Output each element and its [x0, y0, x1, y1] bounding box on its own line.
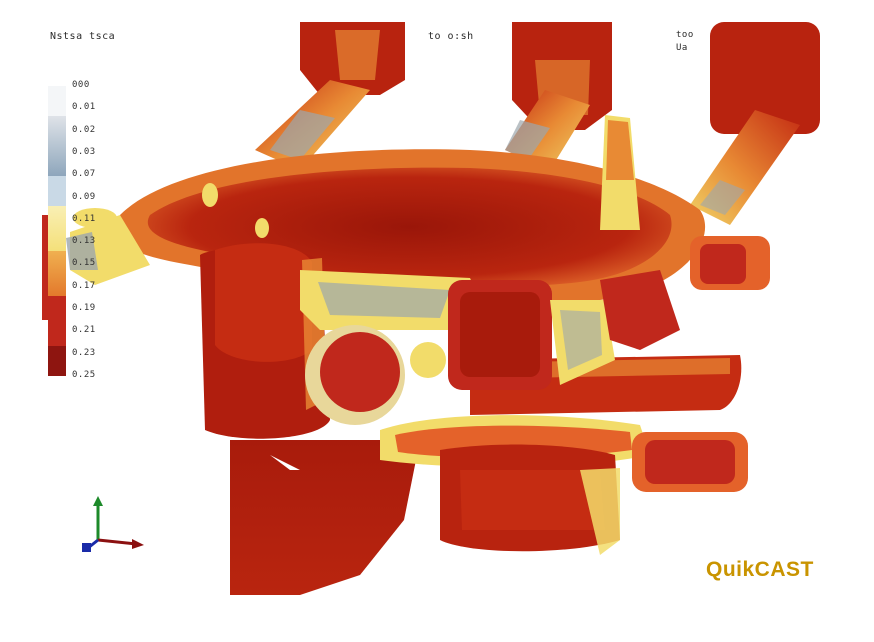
legend-tick-label: 0.21 [72, 325, 96, 336]
legend-tick-label: 0.25 [72, 370, 96, 380]
legend-segment-pale-blue [48, 176, 66, 206]
legend-tick-label: 0.19 [72, 303, 96, 314]
legend-segment-yellow [48, 206, 66, 251]
header-left-label: Nstsa tsca [50, 31, 116, 42]
header-center-label: to o:sh [428, 31, 474, 42]
legend-side-bar [42, 215, 48, 320]
x-axis-arrow [97, 538, 137, 546]
legend-tick-label: 0.13 [72, 236, 96, 247]
legend-tick-label: 0.23 [72, 347, 96, 358]
legend-segment-red [48, 296, 66, 346]
axis-triad-icon [82, 496, 144, 552]
legend-tick-label: 000 [72, 80, 90, 90]
legend-tick-label: 0.11 [72, 213, 96, 224]
legend-color-bar [48, 86, 66, 376]
sprue-right [710, 22, 820, 134]
legend-tick-label: 0.09 [72, 191, 96, 202]
header-right-label-2: Ua [676, 43, 688, 53]
legend-tick-label: 0.15 [72, 258, 96, 269]
casting-base-stem [230, 440, 420, 595]
legend-segment-white [48, 86, 66, 116]
header-right-label-1: too [676, 30, 694, 40]
legend-tick-label: 0.17 [72, 280, 96, 291]
legend-segment-orange [48, 251, 66, 296]
brand-logo-text: QuikCAST [706, 558, 814, 581]
legend-tick-label: 0.02 [72, 124, 96, 135]
legend-segment-dark-red [48, 346, 66, 376]
legend-tick-label: 0.07 [72, 169, 96, 180]
legend-tick-label: 0.03 [72, 146, 96, 157]
legend-segment-gray [48, 116, 66, 176]
legend-tick-label: 0.01 [72, 102, 96, 113]
